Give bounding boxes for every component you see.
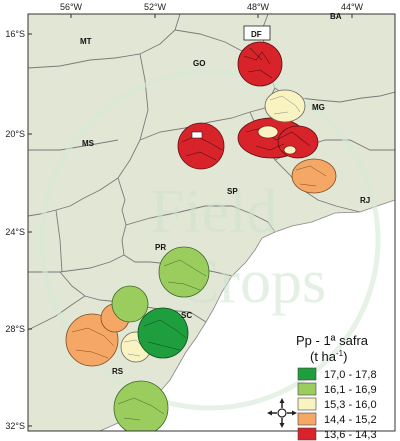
map-frame [27, 13, 396, 432]
tick-56w: 56°W [60, 2, 83, 12]
tick-24s: 24°S [5, 227, 25, 237]
state-label-ms: MS [82, 139, 95, 148]
tick-44w: 44°W [341, 2, 364, 12]
tick-20s: 20°S [5, 129, 25, 139]
compass-icon [267, 398, 297, 428]
legend-swatch [297, 397, 317, 411]
yield-region-sp-west [177, 122, 225, 170]
legend-title: Pp - 1ª safra [296, 333, 369, 348]
legend-label: 14,4 - 15,2 [324, 414, 377, 426]
yield-region-pr [158, 246, 210, 298]
tick-16s: 16°S [5, 29, 25, 39]
yield-region-df [237, 41, 283, 87]
tick-32s: 32°S [5, 421, 25, 431]
legend: Pp - 1ª safra (t ha-1) 17,0 - 17,8 16,1 -… [296, 333, 377, 441]
legend-swatch [297, 412, 317, 426]
state-label-ba: BA [330, 12, 342, 21]
tick-48w: 48°W [247, 2, 270, 12]
state-label-pr: PR [155, 243, 166, 252]
legend-label: 17,0 - 17,8 [324, 369, 377, 381]
yield-region-sc [137, 307, 189, 359]
state-label-df: DF [251, 30, 262, 39]
legend-label: 16,1 - 16,9 [324, 384, 377, 396]
left-axis: 16°S 20°S 24°S 28°S 32°S [5, 29, 32, 431]
df-box [243, 25, 271, 41]
state-label-sc: SC [181, 311, 192, 320]
yield-region-mg [264, 89, 306, 123]
legend-swatch [297, 427, 317, 441]
legend-label: 13,6 - 14,3 [324, 429, 377, 441]
state-label-mg: MG [312, 103, 325, 112]
tick-52w: 52°W [144, 2, 167, 12]
yield-region-sp-east [291, 158, 337, 194]
state-labels: MT GO DF MG MS SP RJ PR SC RS BA [80, 12, 370, 376]
tick-28s: 28°S [5, 324, 25, 334]
top-axis: 56°W 52°W 48°W 44°W [60, 2, 364, 18]
legend-label: 15,3 - 16,0 [324, 399, 377, 411]
yield-region-rs-south [113, 380, 169, 431]
legend-units: (t ha-1) [310, 349, 347, 364]
watermark-word-1: Field [150, 178, 277, 246]
state-label-mt: MT [80, 37, 92, 46]
yield-region-triangulo [237, 117, 319, 159]
legend-swatch [297, 367, 317, 381]
state-label-sp: SP [227, 187, 238, 196]
state-label-rs: RS [112, 367, 124, 376]
legend-swatch [297, 382, 317, 396]
yield-region-pr-sw [111, 285, 149, 323]
state-label-rj: RJ [360, 196, 370, 205]
state-label-go: GO [193, 59, 205, 68]
